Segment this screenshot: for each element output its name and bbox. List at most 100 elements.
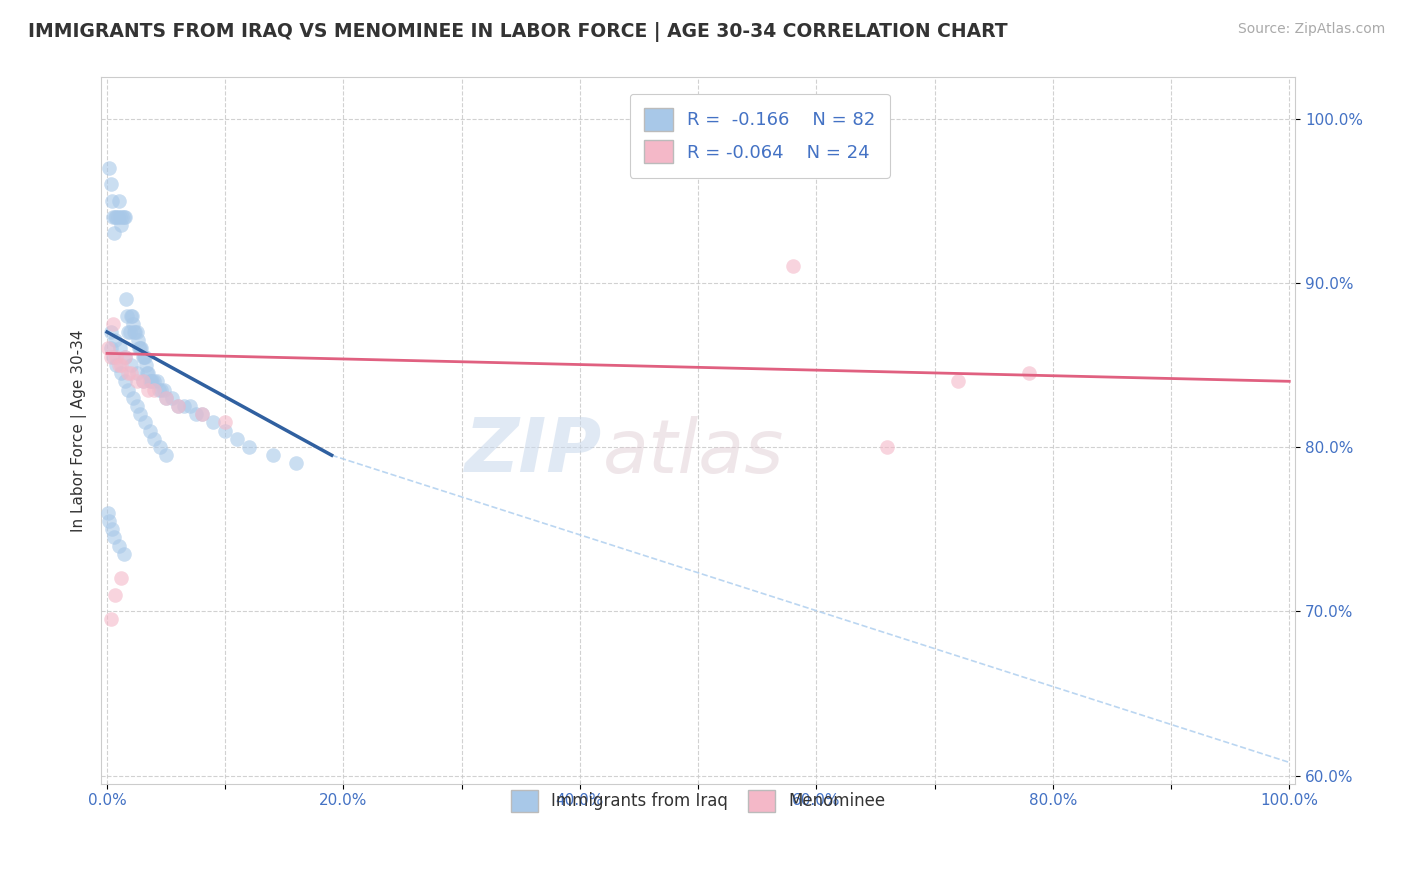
Point — [115, 309, 138, 323]
Point — [112, 210, 135, 224]
Point — [112, 547, 135, 561]
Point — [101, 350, 124, 364]
Point — [135, 358, 157, 372]
Point — [125, 325, 148, 339]
Point — [143, 374, 166, 388]
Point — [285, 457, 308, 471]
Point — [108, 210, 131, 224]
Point — [121, 309, 143, 323]
Point — [134, 350, 156, 364]
Point — [108, 194, 131, 208]
Point — [114, 350, 136, 364]
Point — [100, 342, 122, 356]
Point — [117, 366, 139, 380]
Point — [108, 539, 131, 553]
Point — [110, 219, 132, 233]
Point — [105, 210, 128, 224]
Point — [124, 325, 146, 339]
Point — [125, 399, 148, 413]
Point — [103, 227, 125, 241]
Point — [97, 342, 120, 356]
Point — [143, 383, 166, 397]
Point — [100, 178, 122, 192]
Point — [122, 325, 145, 339]
Point — [131, 350, 153, 364]
Point — [97, 506, 120, 520]
Point — [129, 342, 152, 356]
Text: ZIP: ZIP — [465, 416, 603, 488]
Point — [120, 366, 142, 380]
Point — [139, 374, 162, 388]
Point — [132, 350, 155, 364]
Point — [179, 399, 201, 413]
Point — [876, 440, 898, 454]
Point — [100, 612, 122, 626]
Point — [110, 358, 132, 372]
Point — [782, 260, 804, 274]
Point — [214, 424, 236, 438]
Text: Source: ZipAtlas.com: Source: ZipAtlas.com — [1237, 22, 1385, 37]
Point — [110, 571, 132, 585]
Point — [105, 358, 128, 372]
Point — [131, 374, 153, 388]
Point — [141, 374, 163, 388]
Text: IMMIGRANTS FROM IRAQ VS MENOMINEE IN LABOR FORCE | AGE 30-34 CORRELATION CHART: IMMIGRANTS FROM IRAQ VS MENOMINEE IN LAB… — [28, 22, 1008, 42]
Point — [184, 407, 207, 421]
Point — [226, 432, 249, 446]
Point — [262, 448, 284, 462]
Point — [120, 358, 142, 372]
Point — [101, 317, 124, 331]
Point — [125, 366, 148, 380]
Point — [100, 350, 122, 364]
Text: atlas: atlas — [603, 416, 785, 488]
Point — [155, 391, 177, 405]
Legend: Immigrants from Iraq, Menominee: Immigrants from Iraq, Menominee — [498, 777, 898, 825]
Point — [122, 317, 145, 331]
Point — [128, 342, 150, 356]
Point — [125, 374, 148, 388]
Point — [100, 325, 122, 339]
Point — [155, 391, 177, 405]
Point — [127, 333, 149, 347]
Point — [143, 432, 166, 446]
Point — [98, 514, 121, 528]
Point — [238, 440, 260, 454]
Point — [129, 407, 152, 421]
Point — [98, 161, 121, 175]
Point — [104, 333, 127, 347]
Point — [118, 325, 141, 339]
Point — [134, 416, 156, 430]
Point — [148, 383, 170, 397]
Point — [110, 366, 132, 380]
Point — [114, 350, 136, 364]
Point — [103, 530, 125, 544]
Point — [160, 391, 183, 405]
Point — [138, 383, 160, 397]
Point — [114, 374, 136, 388]
Point — [101, 210, 124, 224]
Point — [138, 374, 160, 388]
Point — [111, 210, 134, 224]
Point — [104, 588, 127, 602]
Point — [105, 350, 128, 364]
Point — [131, 374, 153, 388]
Point — [1018, 366, 1040, 380]
Point — [155, 448, 177, 462]
Point — [108, 342, 131, 356]
Point — [948, 374, 970, 388]
Point — [214, 416, 236, 430]
Point — [107, 210, 129, 224]
Point — [152, 383, 174, 397]
Point — [167, 399, 190, 413]
Point — [104, 210, 127, 224]
Y-axis label: In Labor Force | Age 30-34: In Labor Force | Age 30-34 — [72, 329, 87, 532]
Point — [120, 309, 142, 323]
Point — [100, 522, 122, 536]
Point — [167, 399, 190, 413]
Point — [108, 358, 131, 372]
Point — [122, 391, 145, 405]
Point — [136, 366, 159, 380]
Point — [138, 366, 160, 380]
Point — [149, 440, 172, 454]
Point — [202, 416, 225, 430]
